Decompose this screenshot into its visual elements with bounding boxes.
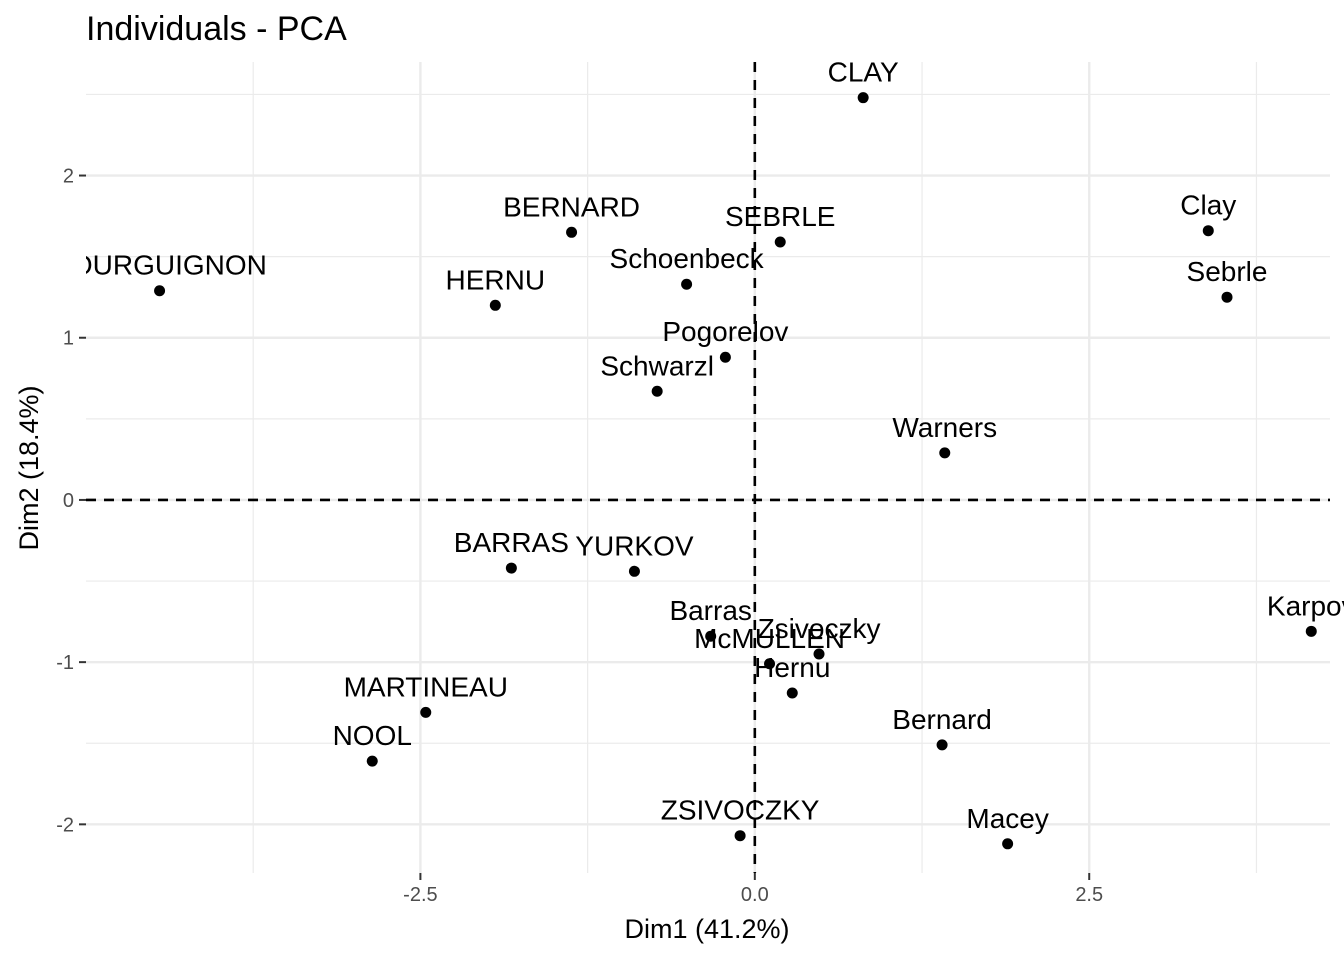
data-point [651, 385, 663, 397]
data-point [1002, 838, 1014, 850]
data-point [1305, 625, 1317, 637]
y-tick-label: -1 [56, 652, 74, 674]
data-point-label: Barras [669, 595, 751, 626]
data-point-label: MARTINEAU [344, 671, 508, 702]
x-tick-label: 0.0 [741, 884, 769, 906]
point-labels: CLAY BERNARD SEBRLE Clay BOURGUIGNON HERNU Sch… [52, 57, 1344, 834]
axis-ticks: -2.5 0.0 2.5 -2 -1 0 1 2 [56, 166, 1103, 906]
data-point [939, 447, 951, 459]
y-tick-label: 0 [63, 490, 74, 512]
data-point-label: ZSIVOCZKY [661, 795, 820, 826]
data-point [705, 630, 717, 642]
minor-grid [86, 62, 1330, 873]
reference-lines [86, 62, 1330, 873]
data-point-label: BOURGUIGNON [52, 250, 267, 281]
major-grid [86, 62, 1330, 873]
x-axis-title: Dim1 (41.2%) [624, 914, 789, 944]
data-point-label: Zsivoczky [758, 613, 881, 644]
data-point-label: Karpov [1267, 590, 1344, 621]
data-point-label: BERNARD [503, 191, 640, 222]
y-tick-label: -2 [56, 814, 74, 836]
data-point-label: Bernard [892, 704, 992, 735]
data-point [857, 92, 869, 104]
y-tick-label: 1 [63, 328, 74, 350]
data-point [154, 285, 166, 297]
data-point [566, 226, 578, 238]
data-point [505, 562, 517, 574]
data-point-label: Schoenbeck [610, 243, 765, 274]
data-point [764, 658, 776, 670]
data-point-label: SEBRLE [725, 201, 836, 232]
data-point [774, 236, 786, 248]
data-point-label: NOOL [333, 720, 412, 751]
data-point [489, 299, 501, 311]
data-point-label: HERNU [446, 264, 546, 295]
data-point-label: Hernu [754, 652, 830, 683]
data-point [719, 351, 731, 363]
data-point [420, 706, 432, 718]
data-point [1221, 291, 1233, 303]
data-points [154, 92, 1317, 850]
data-point-label: McMULLEN [694, 623, 845, 654]
data-point-label: Schwarzl [600, 350, 714, 381]
data-point-label: CLAY [828, 57, 899, 88]
data-point [813, 648, 825, 660]
data-point [1202, 225, 1214, 237]
data-point-label: Sebrle [1187, 256, 1268, 287]
data-point [681, 278, 693, 290]
data-point-label: Pogorelov [662, 316, 788, 347]
x-tick-label: -2.5 [403, 884, 437, 906]
data-point-label: Clay [1180, 190, 1236, 221]
x-tick-label: 2.5 [1075, 884, 1103, 906]
data-point-label: Macey [966, 803, 1048, 834]
data-point [734, 830, 746, 842]
data-point-label: BARRAS [454, 527, 569, 558]
y-tick-label: 2 [63, 166, 74, 188]
data-point [786, 687, 798, 699]
data-point [366, 755, 378, 767]
data-point [936, 739, 948, 751]
y-axis-title: Dim2 (18.4%) [14, 385, 44, 550]
data-point-label: Warners [892, 412, 997, 443]
data-point [628, 565, 640, 577]
data-point-label: YURKOV [575, 530, 694, 561]
chart-title: Individuals - PCA [86, 10, 347, 48]
